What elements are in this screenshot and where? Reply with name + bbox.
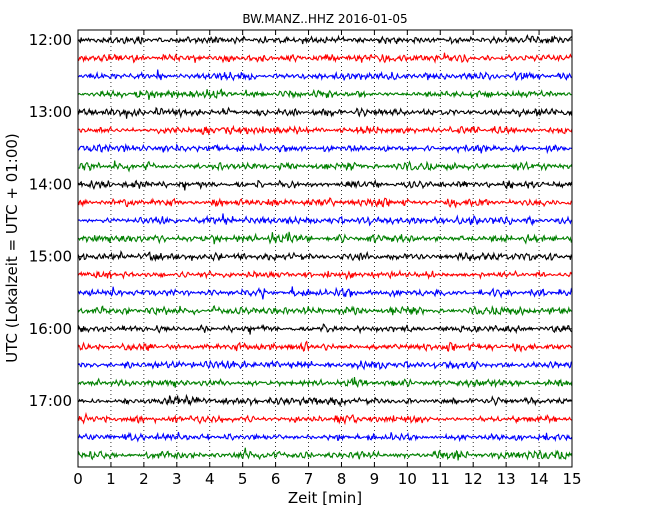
x-tick-label: 0 xyxy=(73,470,83,488)
trace-line xyxy=(77,106,573,119)
y-tick-label: 12:00 xyxy=(29,31,72,49)
x-tick-label: 4 xyxy=(205,470,215,488)
trace-line xyxy=(77,447,573,461)
x-tick-label: 7 xyxy=(304,470,314,488)
x-axis-label: Zeit [min] xyxy=(288,489,362,507)
trace-line xyxy=(77,431,573,443)
trace-line xyxy=(77,178,573,191)
x-tick-label: 9 xyxy=(370,470,380,488)
trace-line xyxy=(77,269,573,281)
vertical-gridlines xyxy=(110,30,540,467)
trace-line xyxy=(77,250,573,263)
trace-line xyxy=(77,69,573,82)
y-tick-label: 16:00 xyxy=(29,320,72,338)
trace-line xyxy=(77,393,573,408)
trace-line xyxy=(77,323,573,335)
trace-line xyxy=(77,340,573,353)
y-tick-label: 17:00 xyxy=(29,392,72,410)
y-tick-label: 14:00 xyxy=(29,175,72,193)
trace-line xyxy=(77,88,573,100)
trace-line xyxy=(77,197,573,209)
x-tick-label: 10 xyxy=(398,470,417,488)
trace-line xyxy=(77,160,573,173)
trace-line xyxy=(77,411,573,426)
chart-title: BW.MANZ..HHZ 2016-01-05 xyxy=(242,12,407,26)
x-tick-label: 3 xyxy=(172,470,182,488)
trace-line xyxy=(77,359,573,371)
trace-line xyxy=(77,304,573,317)
x-tick-label: 1 xyxy=(106,470,116,488)
seismic-traces xyxy=(77,34,573,461)
trace-line xyxy=(77,142,573,155)
plot-frame xyxy=(77,29,573,468)
y-tick-label: 13:00 xyxy=(29,103,72,121)
x-tick-label: 5 xyxy=(238,470,248,488)
y-axis-ticks: 12:00 13:00 14:00 15:00 16:00 17:00 xyxy=(29,31,572,410)
x-axis-ticks: 0 1 2 3 4 5 6 7 8 9 10 11 12 13 14 15 xyxy=(73,30,582,488)
trace-line xyxy=(77,377,573,389)
x-tick-label: 13 xyxy=(497,470,516,488)
x-tick-label: 12 xyxy=(464,470,483,488)
trace-line xyxy=(77,52,573,64)
x-tick-label: 8 xyxy=(337,470,347,488)
x-tick-label: 2 xyxy=(139,470,149,488)
x-tick-label: 11 xyxy=(431,470,450,488)
y-tick-label: 15:00 xyxy=(29,248,72,266)
trace-line xyxy=(77,34,573,46)
trace-line xyxy=(77,213,573,227)
x-tick-label: 15 xyxy=(562,470,581,488)
trace-line xyxy=(78,124,573,136)
x-tick-label: 14 xyxy=(530,470,549,488)
x-tick-label: 6 xyxy=(271,470,281,488)
trace-line xyxy=(77,231,573,245)
trace-line xyxy=(77,286,573,300)
y-axis-label: UTC (Lokalzeit = UTC + 01:00) xyxy=(3,133,21,363)
